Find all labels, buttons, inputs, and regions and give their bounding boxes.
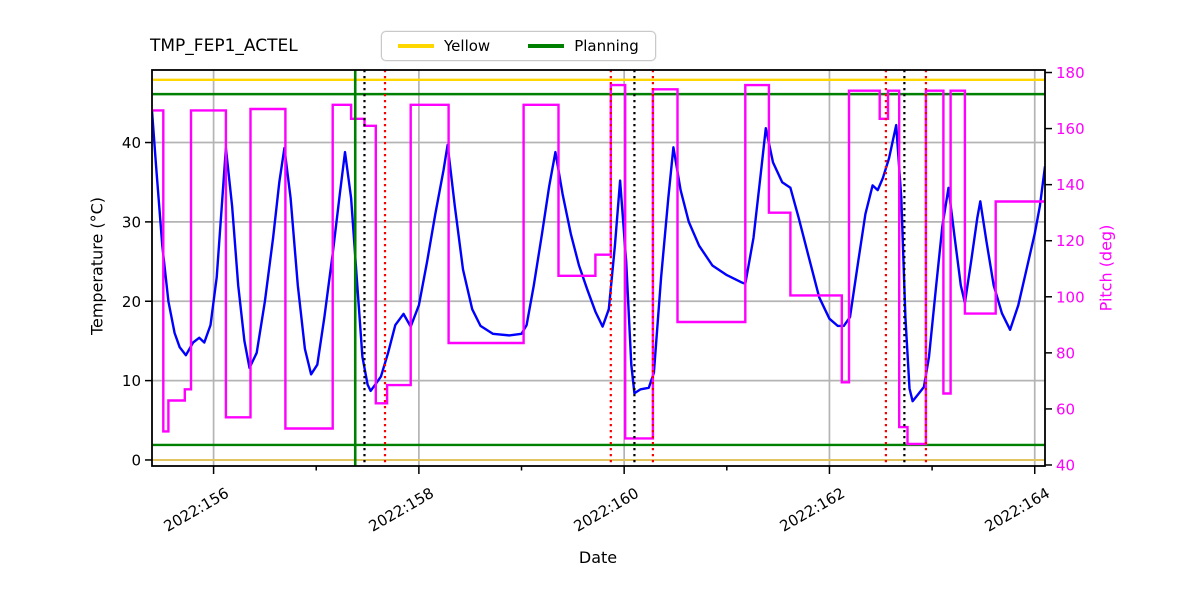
y-right-tick-label: 180 [1056, 64, 1085, 82]
y-right-tick-label: 140 [1056, 176, 1085, 194]
limit-lines [152, 78, 1045, 461]
y-right-tick-label: 80 [1056, 344, 1075, 362]
ticks: 0 10 20 30 40 40 60 80 100 120 140 160 180 [122, 64, 1085, 474]
y-left-tick-label: 20 [122, 293, 141, 311]
x-axis-label-date: Date [578, 548, 618, 567]
planning-line-swatch [528, 44, 565, 48]
temperature-series [152, 110, 1045, 403]
yellow-line-swatch [398, 44, 434, 48]
legend-entry-yellow: Yellow [398, 37, 490, 55]
legend-label: Yellow [444, 37, 491, 55]
y-left-tick-label: 30 [122, 213, 141, 231]
y-right-tick-label: 100 [1056, 288, 1085, 306]
legend-label: Planning [574, 37, 639, 55]
chart-title: TMP_FEP1_ACTEL [150, 36, 298, 56]
y-right-tick-label: 60 [1056, 400, 1075, 418]
legend-entry-planning: Planning [528, 37, 639, 55]
y-left-tick-label: 40 [122, 134, 141, 152]
y-right-tick-label: 120 [1056, 232, 1085, 250]
event-lines [353, 70, 928, 466]
legend: Yellow Planning [381, 31, 656, 61]
y-right-tick-label: 40 [1056, 456, 1075, 474]
y-right-tick-label: 160 [1056, 120, 1085, 138]
pitch-series [152, 83, 1045, 446]
y-left-tick-label: 0 [131, 451, 141, 469]
y-left-tick-label: 10 [122, 372, 141, 390]
y-axis-label-temperature: Temperature (°C) [87, 196, 107, 336]
y-axis-label-pitch: Pitch (deg) [1096, 224, 1116, 312]
plot-frame [151, 69, 1046, 467]
